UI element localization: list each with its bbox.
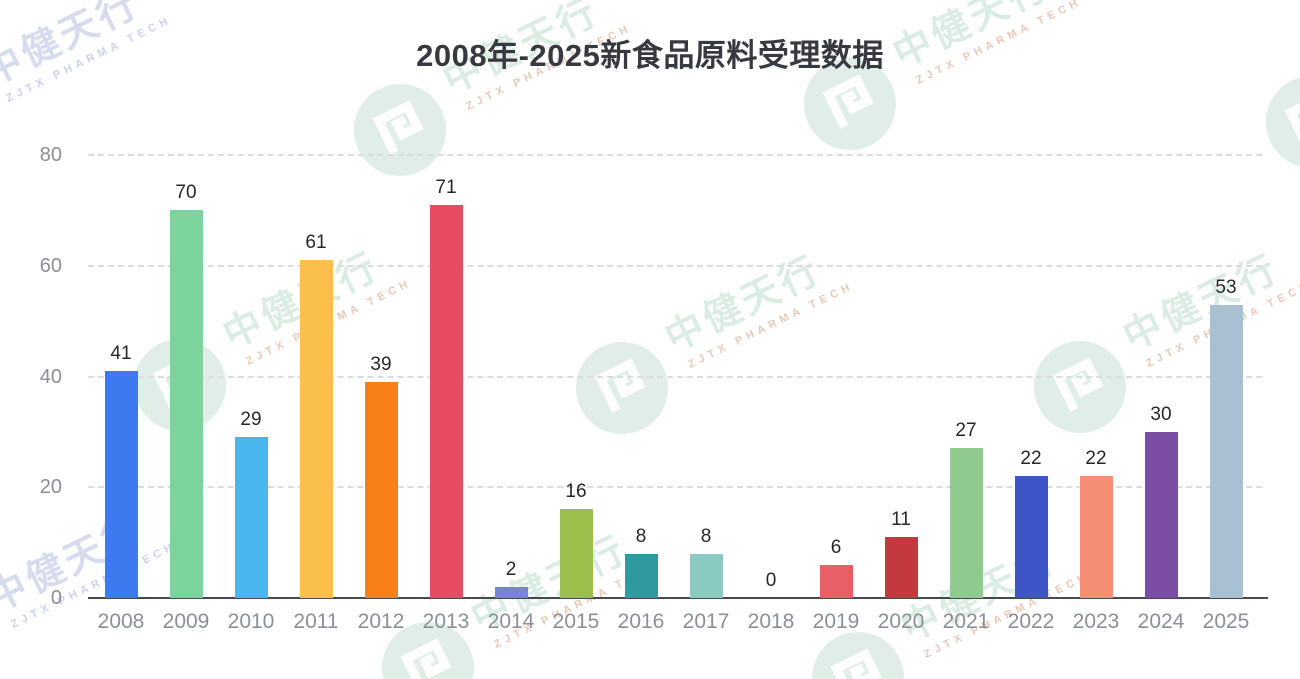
x-tick-label-2023: 2023 [1072,610,1120,633]
bar-2013 [429,204,463,598]
value-label-2014: 2 [505,558,517,580]
value-label-2021: 27 [955,420,977,442]
value-label-2025: 53 [1215,276,1237,298]
bar-2023 [1079,476,1113,598]
value-label-2018: 0 [765,570,777,591]
bar-2019 [819,564,853,598]
x-tick-label-2018: 2018 [747,610,795,633]
value-label-2009: 70 [175,182,197,204]
gridline [88,264,1262,267]
bar-2014 [494,586,528,598]
bar-2025 [1209,304,1243,598]
gridline [88,154,1262,156]
bar-2010 [234,437,268,598]
value-label-2011: 61 [305,232,327,254]
bar-2015 [559,509,593,598]
y-tick-label: 20 [39,476,62,499]
x-tick-label-2011: 2011 [293,610,339,633]
value-label-2022: 22 [1020,448,1042,470]
value-label-2012: 39 [370,354,392,376]
x-tick-label-2008: 2008 [97,610,145,633]
gridline [88,375,1262,378]
value-label-2019: 6 [830,536,842,558]
bar-2021 [949,448,983,598]
y-tick-label: 0 [50,587,62,609]
bar-2008 [104,370,138,598]
value-label-2023: 22 [1085,448,1107,470]
bar-2012 [364,382,398,598]
x-tick-label-2025: 2025 [1202,610,1250,633]
value-label-2010: 29 [240,409,262,431]
value-label-2008: 41 [110,342,132,364]
x-tick-label-2019: 2019 [812,610,860,633]
value-label-2016: 8 [635,525,647,547]
bar-2009 [169,210,203,598]
x-tick-label-2016: 2016 [617,610,665,633]
value-label-2020: 11 [891,509,911,531]
x-tick-label-2013: 2013 [422,610,470,633]
value-label-2024: 30 [1150,403,1172,425]
bar-2022 [1014,476,1048,598]
value-label-2013: 71 [435,176,457,198]
chart-title: 2008年-2025新食品原料受理数据 [416,38,884,73]
x-tick-label-2009: 2009 [162,610,210,633]
x-tick-label-2014: 2014 [487,610,535,633]
y-tick-label: 60 [39,254,62,277]
value-label-2017: 8 [700,525,712,547]
x-tick-label-2017: 2017 [682,610,730,633]
x-tick-label-2024: 2024 [1137,610,1185,633]
bar-2020 [884,537,918,598]
bar-2024 [1144,431,1178,598]
value-label-2015: 16 [565,481,587,503]
x-tick-label-2015: 2015 [552,610,600,633]
bar-2017 [689,553,723,598]
x-tick-label-2021: 2021 [942,610,990,633]
y-tick-label: 40 [39,365,62,388]
bar-2016 [624,553,658,598]
x-axis-line [88,597,1268,599]
x-tick-label-2012: 2012 [357,610,405,633]
x-tick-label-2020: 2020 [877,610,925,633]
x-tick-label-2022: 2022 [1007,610,1055,633]
x-tick-label-2010: 2010 [227,610,275,633]
gridline [88,486,1262,489]
y-tick-label: 80 [39,144,62,166]
bar-2011 [299,260,333,598]
